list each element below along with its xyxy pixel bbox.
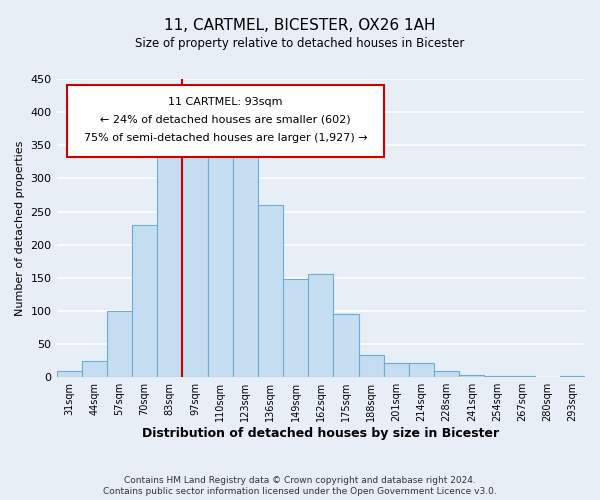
Bar <box>82 360 107 377</box>
Text: ← 24% of detached houses are smaller (602): ← 24% of detached houses are smaller (60… <box>100 115 351 125</box>
Bar <box>383 362 409 377</box>
Bar <box>308 274 334 377</box>
X-axis label: Distribution of detached houses by size in Bicester: Distribution of detached houses by size … <box>142 427 499 440</box>
Bar <box>258 205 283 377</box>
Bar <box>107 311 132 377</box>
Bar <box>434 370 459 377</box>
Bar <box>359 356 383 377</box>
Bar <box>509 376 535 377</box>
Bar <box>283 279 308 377</box>
Bar <box>535 376 560 377</box>
Bar <box>132 225 157 377</box>
Text: 11 CARTMEL: 93sqm: 11 CARTMEL: 93sqm <box>169 97 283 107</box>
Bar <box>56 370 82 377</box>
Bar <box>208 128 233 377</box>
Bar <box>409 362 434 377</box>
Bar <box>560 376 585 377</box>
Bar <box>157 136 182 377</box>
Bar <box>182 132 208 377</box>
Y-axis label: Number of detached properties: Number of detached properties <box>15 140 25 316</box>
Text: Contains HM Land Registry data © Crown copyright and database right 2024.: Contains HM Land Registry data © Crown c… <box>124 476 476 485</box>
Text: Contains public sector information licensed under the Open Government Licence v3: Contains public sector information licen… <box>103 488 497 496</box>
Text: Size of property relative to detached houses in Bicester: Size of property relative to detached ho… <box>136 38 464 51</box>
FancyBboxPatch shape <box>67 85 384 156</box>
Bar <box>233 140 258 377</box>
Text: 75% of semi-detached houses are larger (1,927) →: 75% of semi-detached houses are larger (… <box>84 132 367 142</box>
Text: 11, CARTMEL, BICESTER, OX26 1AH: 11, CARTMEL, BICESTER, OX26 1AH <box>164 18 436 32</box>
Bar <box>484 376 509 377</box>
Bar <box>334 314 359 377</box>
Bar <box>459 375 484 377</box>
